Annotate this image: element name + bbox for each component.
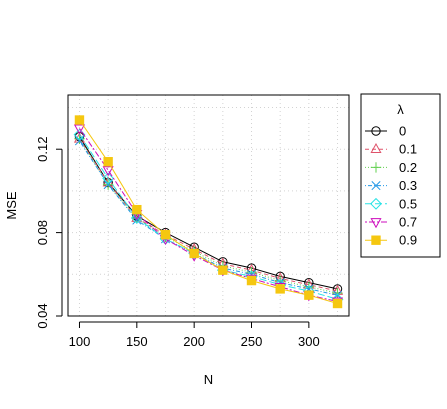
legend-item: 0.5: [365, 196, 417, 211]
x-tick-label: 200: [183, 334, 205, 349]
axes: 100 150 200 250 300 0.04 0.08 0.12: [35, 137, 320, 349]
x-tick-label: 300: [298, 334, 320, 349]
legend-marker: [371, 126, 381, 136]
x-axis-label: N: [204, 372, 213, 387]
data-point: [218, 265, 228, 275]
data-point: [332, 287, 343, 299]
y-tick-label: 0.12: [35, 137, 50, 162]
data-point: [274, 275, 286, 286]
data-point: [102, 172, 115, 185]
legend-item: 0.7: [365, 215, 417, 230]
series-line: [79, 138, 338, 292]
data-point: [74, 115, 85, 125]
x-tick-label: 100: [69, 334, 91, 349]
series-0: [74, 131, 343, 294]
y-axis-label: MSE: [4, 191, 19, 220]
series-0-1: [73, 132, 344, 295]
legend-label: 0.5: [399, 196, 417, 211]
legend-marker: [370, 197, 382, 210]
data-point: [189, 248, 199, 259]
data-point: [73, 124, 86, 135]
legend-marker: [371, 235, 381, 245]
series-0-2: [74, 133, 343, 299]
legend-item: 0.9: [365, 233, 417, 248]
legend-box: [360, 93, 441, 258]
data-point: [246, 275, 257, 286]
y-tick-label: 0.04: [35, 303, 50, 328]
legend-marker: [370, 162, 382, 173]
x-tick-label: 150: [126, 334, 148, 349]
legend-title: λ: [397, 102, 404, 117]
legend-item: 0.2: [365, 160, 417, 175]
legend-label: 0.2: [399, 160, 417, 175]
data-point: [103, 157, 113, 167]
data-point: [132, 204, 142, 215]
data-point: [275, 284, 285, 294]
series-0-5: [73, 128, 344, 306]
legend-marker: [370, 218, 382, 229]
data-point: [132, 215, 142, 225]
data-point: [130, 212, 143, 224]
data-point: [102, 166, 114, 177]
series-0-7: [73, 124, 344, 308]
legend-item: 0.3: [365, 178, 417, 193]
series-line: [79, 140, 338, 296]
plot-frame: [67, 94, 350, 317]
legend-label: 0.1: [399, 142, 417, 157]
series-line: [79, 119, 338, 304]
x-tick-label: 250: [241, 334, 263, 349]
y-tick-label: 0.08: [35, 220, 50, 245]
series-line: [79, 136, 338, 290]
legend-label: 0: [399, 124, 406, 139]
data-point: [246, 267, 257, 278]
legend-label: 0.3: [399, 178, 417, 193]
series-0-9: [74, 115, 343, 309]
data-point: [304, 290, 314, 300]
series-line: [79, 138, 338, 294]
legend-marker: [371, 181, 381, 191]
legend-label: 0.7: [399, 215, 417, 230]
legend-item: 0: [365, 124, 406, 139]
data-point: [303, 281, 315, 293]
series-line: [79, 128, 338, 302]
legend-item: 0.1: [365, 142, 417, 157]
series-layer: [73, 115, 344, 309]
data-point: [332, 298, 343, 309]
legend-marker: [370, 142, 382, 154]
legend: λ 0 0.1 0.2 0.3 0.5 0.7 0.9: [360, 93, 441, 258]
legend-label: 0.9: [399, 233, 417, 248]
series-0-3: [74, 136, 343, 300]
data-point: [160, 229, 171, 240]
